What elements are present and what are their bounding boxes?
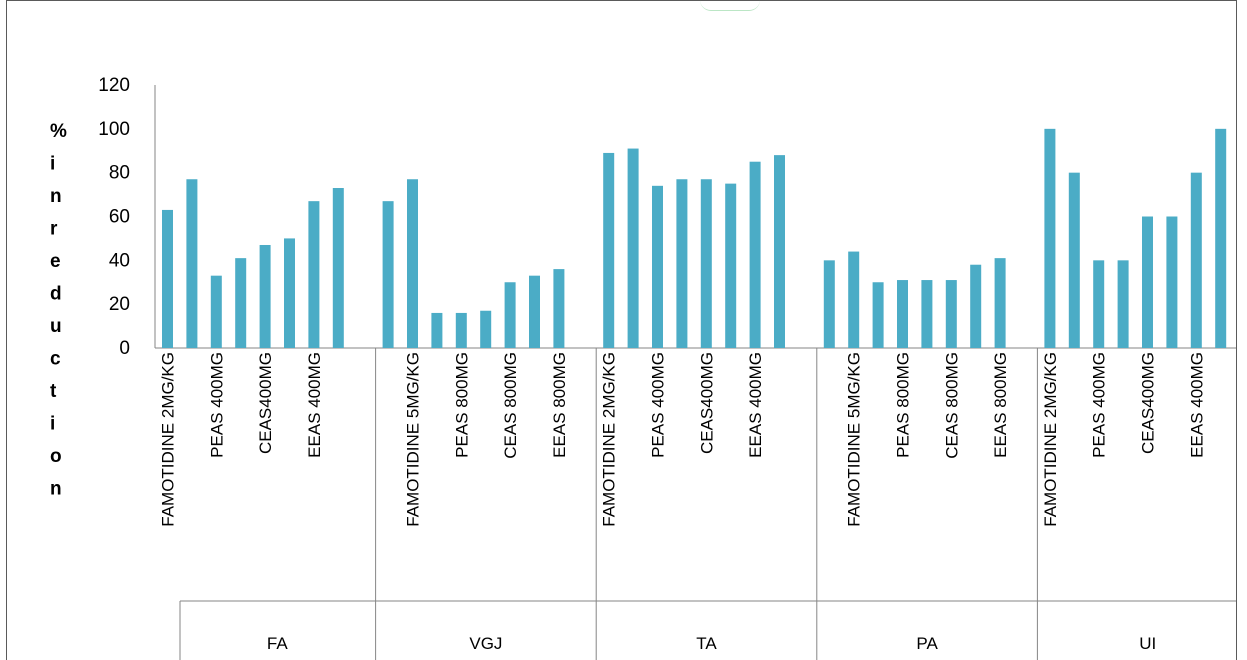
y-axis-label-letter: t	[50, 381, 57, 402]
bar	[652, 185, 663, 348]
bar	[186, 179, 198, 348]
x-category-label: EEAS 800MG	[550, 352, 569, 458]
y-tick-label: 60	[109, 207, 130, 228]
x-category-label: FAMOTIDINE 5MG/KG	[404, 352, 423, 527]
y-tick-label: 40	[109, 250, 130, 271]
x-axis-category-labels: FAMOTIDINE 2MG/KG PEAS 400MG CEAS400MG EEAS…	[159, 352, 1207, 527]
bar	[308, 201, 320, 348]
bar	[700, 179, 712, 348]
x-group-label: PA	[916, 634, 938, 653]
bar	[897, 280, 908, 348]
x-category-label: CEAS400MG	[256, 352, 275, 454]
x-category-label: EEAS 400MG	[746, 352, 765, 458]
bar	[382, 201, 394, 348]
bars	[162, 128, 1227, 348]
x-axis-group-labels: FA VGJ TA PA UI	[267, 634, 1156, 653]
x-category-label: PEAS 400MG	[649, 352, 668, 458]
decorative-watermark	[700, 0, 760, 11]
y-axis-label-letter: i	[50, 414, 55, 435]
bar	[1093, 260, 1105, 348]
bar	[407, 179, 418, 348]
x-category-label: FAMOTIDINE 2MG/KG	[159, 352, 178, 527]
bar	[921, 280, 933, 348]
x-category-label: EEAS 400MG	[1187, 352, 1206, 458]
x-category-label: PEAS 400MG	[207, 352, 226, 458]
bar	[1044, 128, 1056, 348]
y-axis-label-letter: r	[50, 219, 58, 240]
bar	[332, 188, 344, 348]
x-group-label: VGJ	[469, 634, 502, 653]
frame-right-border	[1236, 0, 1237, 660]
x-group-label: TA	[696, 634, 717, 653]
y-axis-label-letter: d	[50, 284, 62, 305]
y-tick-label: 0	[119, 338, 130, 359]
bar	[455, 312, 467, 348]
y-tick-label: 80	[109, 163, 130, 184]
x-category-label: FAMOTIDINE 2MG/KG	[1041, 352, 1060, 527]
x-category-label: CEAS400MG	[1139, 352, 1158, 454]
bar	[1142, 216, 1153, 348]
bar	[994, 258, 1006, 348]
y-axis-label-letter: n	[50, 479, 62, 500]
bar	[431, 312, 443, 348]
bar	[284, 238, 295, 348]
y-axis-ticks: 0 20 40 60 80 100 120	[98, 75, 130, 359]
x-category-label: PEAS 800MG	[894, 352, 913, 458]
x-group-label: UI	[1139, 634, 1156, 653]
x-category-label: CEAS400MG	[697, 352, 716, 454]
y-axis-label-letter: u	[50, 316, 62, 337]
y-tick-label: 100	[98, 119, 130, 140]
bar	[235, 258, 247, 348]
bar	[1117, 260, 1129, 348]
x-category-label: FAMOTIDINE 5MG/KG	[845, 352, 864, 527]
bar	[259, 244, 271, 348]
y-axis-label-letter: c	[50, 349, 61, 370]
y-axis-label-letter: n	[50, 186, 62, 207]
y-axis-label-letter: e	[50, 251, 61, 272]
frame-left-border	[6, 0, 7, 660]
bar	[872, 282, 884, 348]
bar	[1190, 172, 1202, 348]
bar	[774, 155, 785, 348]
bar	[210, 275, 222, 348]
x-category-label: EEAS 800MG	[991, 352, 1010, 458]
bar	[553, 269, 565, 348]
bar	[1215, 128, 1227, 348]
bar	[970, 264, 982, 348]
bar	[1166, 216, 1178, 348]
bar	[676, 179, 688, 348]
bar	[725, 183, 737, 348]
y-axis-label-letter: %	[50, 121, 67, 142]
x-category-label: PEAS 800MG	[452, 352, 471, 458]
y-tick-label: 120	[98, 75, 130, 96]
frame-top-border	[6, 0, 1236, 1]
bar	[162, 209, 173, 348]
bar	[1068, 172, 1080, 348]
x-category-label: CEAS 800MG	[942, 352, 961, 459]
x-category-label: CEAS 800MG	[501, 352, 520, 459]
x-category-label: FAMOTIDINE 2MG/KG	[600, 352, 619, 527]
y-axis-label-letter: i	[50, 154, 55, 175]
bar	[945, 280, 957, 348]
bar	[529, 275, 540, 348]
bar	[848, 251, 860, 348]
bar	[627, 148, 639, 348]
bar	[504, 282, 516, 348]
x-category-label: PEAS 400MG	[1090, 352, 1109, 458]
bar	[480, 310, 492, 348]
x-group-label: FA	[267, 634, 288, 653]
bar	[823, 260, 835, 348]
bar	[603, 152, 615, 348]
y-axis-label-letter: o	[50, 446, 62, 467]
y-tick-label: 20	[109, 294, 130, 315]
x-category-label: EEAS 400MG	[305, 352, 324, 458]
bar	[749, 161, 761, 348]
